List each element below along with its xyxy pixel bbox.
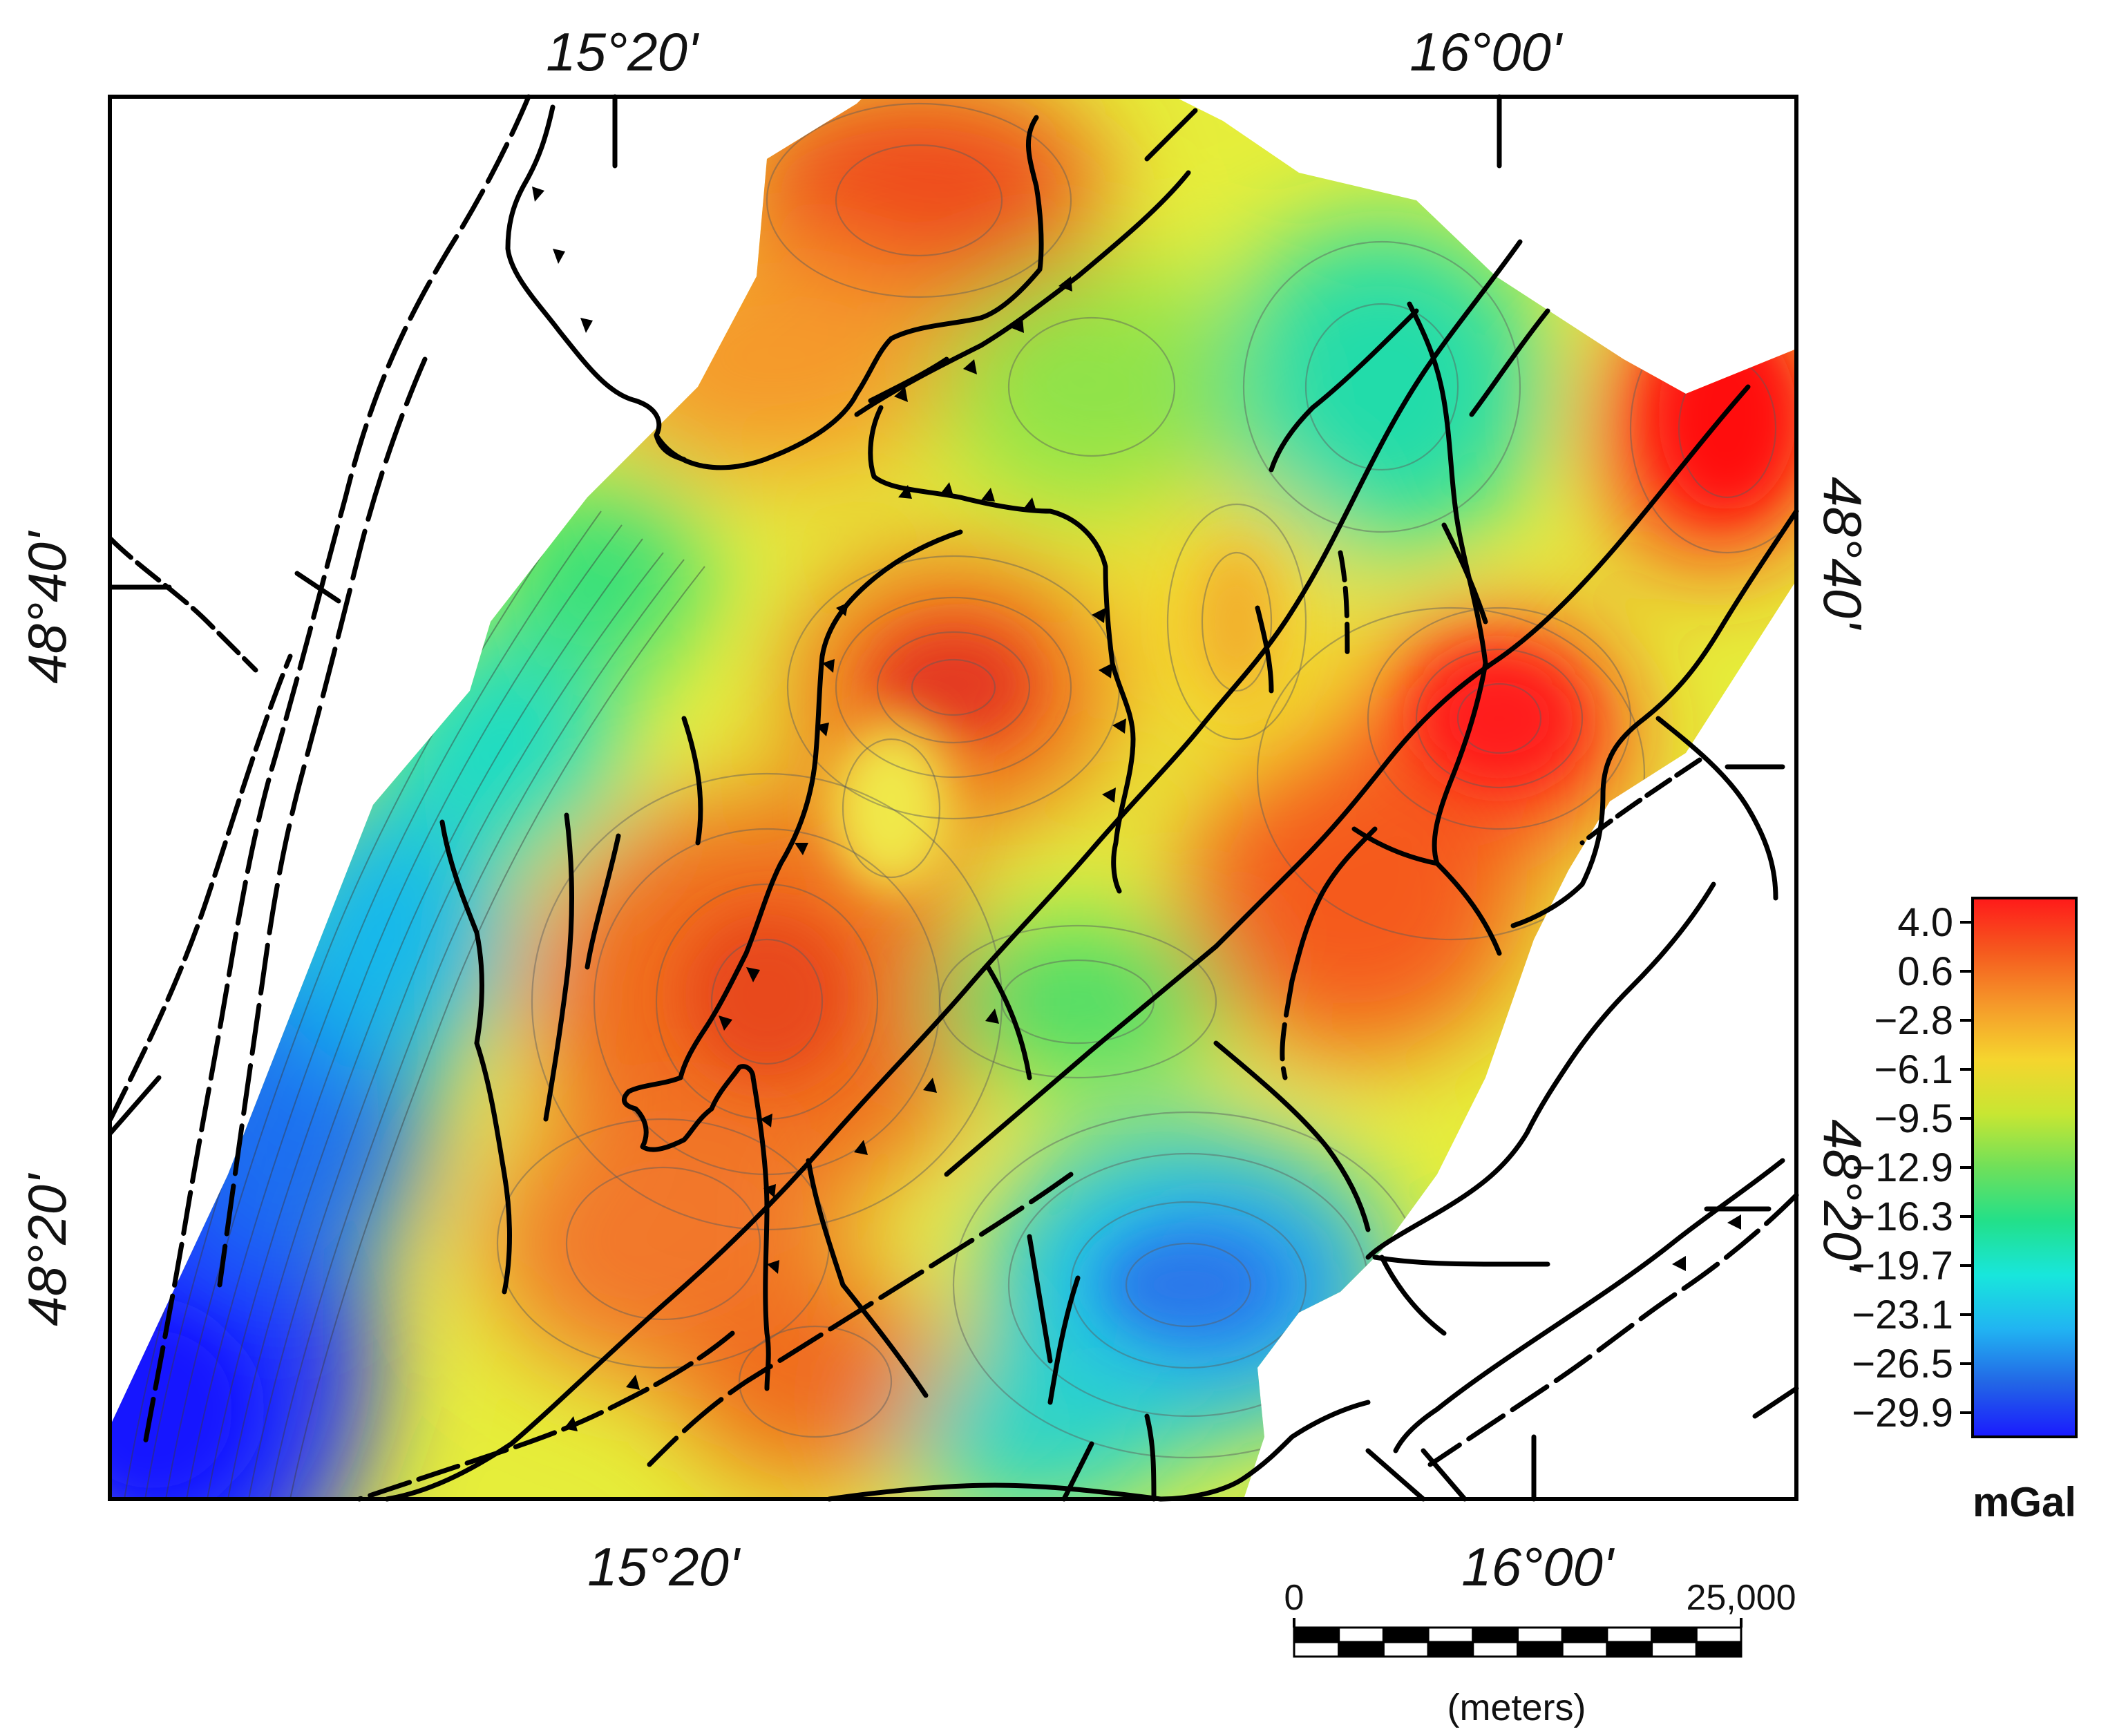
scale-bar-segment — [1427, 1641, 1474, 1658]
colorbar-tick-label: −2.8 — [1874, 998, 1954, 1043]
colorbar-gradient — [1971, 897, 2078, 1438]
scale-bar-segment — [1382, 1641, 1430, 1658]
colorbar-unit: mGal — [1973, 1479, 2076, 1525]
scale-bar-segment — [1606, 1641, 1653, 1658]
scale-bar-segment — [1338, 1626, 1385, 1643]
scale-bar-segment — [1472, 1641, 1519, 1658]
fault-lines — [108, 94, 1799, 1502]
scale-bar-segment — [1517, 1641, 1564, 1658]
scale-bar-segment — [1561, 1641, 1608, 1658]
top-lon-label-1: 15°20' — [546, 21, 700, 82]
bottom-lon-label-1: 15°20' — [587, 1536, 741, 1597]
colorbar-tick-label: −23.1 — [1852, 1293, 1953, 1337]
scale-bar-segment — [1382, 1626, 1430, 1643]
colorbar-tick-label: −6.1 — [1874, 1047, 1954, 1092]
left-lat-label-2: 48°20' — [17, 1172, 77, 1326]
map-frame — [108, 95, 1798, 1501]
colorbar-tick-label: 0.6 — [1897, 949, 1953, 994]
colorbar: 4.00.6−2.8−6.1−9.5−12.9−16.3−19.7 −23.1 −2… — [1852, 897, 2078, 1525]
scale-bar-segment — [1695, 1641, 1743, 1658]
scale-bar-segment — [1651, 1626, 1698, 1643]
scale-end-label: 25,000 — [1686, 1578, 1796, 1618]
scale-bar-segment — [1472, 1626, 1519, 1643]
left-lat-label-1: 48°40' — [17, 530, 77, 684]
scale-bar-segment — [1561, 1626, 1608, 1643]
scale-bar-segment — [1651, 1641, 1698, 1658]
colorbar-tick-label: −26.5 — [1852, 1342, 1953, 1386]
scale-bar-segment — [1293, 1641, 1340, 1658]
scale-start-label: 0 — [1284, 1578, 1304, 1618]
top-lon-label-2: 16°00' — [1409, 21, 1564, 82]
scale-bar: 0 25,000 (meters) — [1284, 1578, 1796, 1728]
scale-bar-segment — [1427, 1626, 1474, 1643]
scale-unit-label: (meters) — [1447, 1687, 1586, 1728]
colorbar-tick-label: −16.3 — [1852, 1194, 1953, 1239]
scale-bar-segment — [1517, 1626, 1564, 1643]
bottom-lon-label-2: 16°00' — [1461, 1536, 1615, 1597]
scale-bar-segment — [1293, 1626, 1340, 1643]
right-lat-label-2: 48°20' — [1812, 1119, 1873, 1273]
scale-bar-segment — [1338, 1641, 1385, 1658]
right-lat-label-1: 48°40' — [1812, 477, 1873, 631]
colorbar-tick-label: −19.7 — [1852, 1243, 1953, 1288]
scale-bar-segment — [1606, 1626, 1653, 1643]
thrust-teeth — [532, 187, 1741, 1431]
colorbar-tick-label: −9.5 — [1874, 1096, 1954, 1141]
colorbar-tick-label: 4.0 — [1897, 900, 1953, 945]
colorbar-tick-label: −12.9 — [1852, 1145, 1953, 1190]
scale-bar-segment — [1695, 1626, 1743, 1643]
colorbar-tick-label: −29.9 — [1852, 1391, 1953, 1435]
